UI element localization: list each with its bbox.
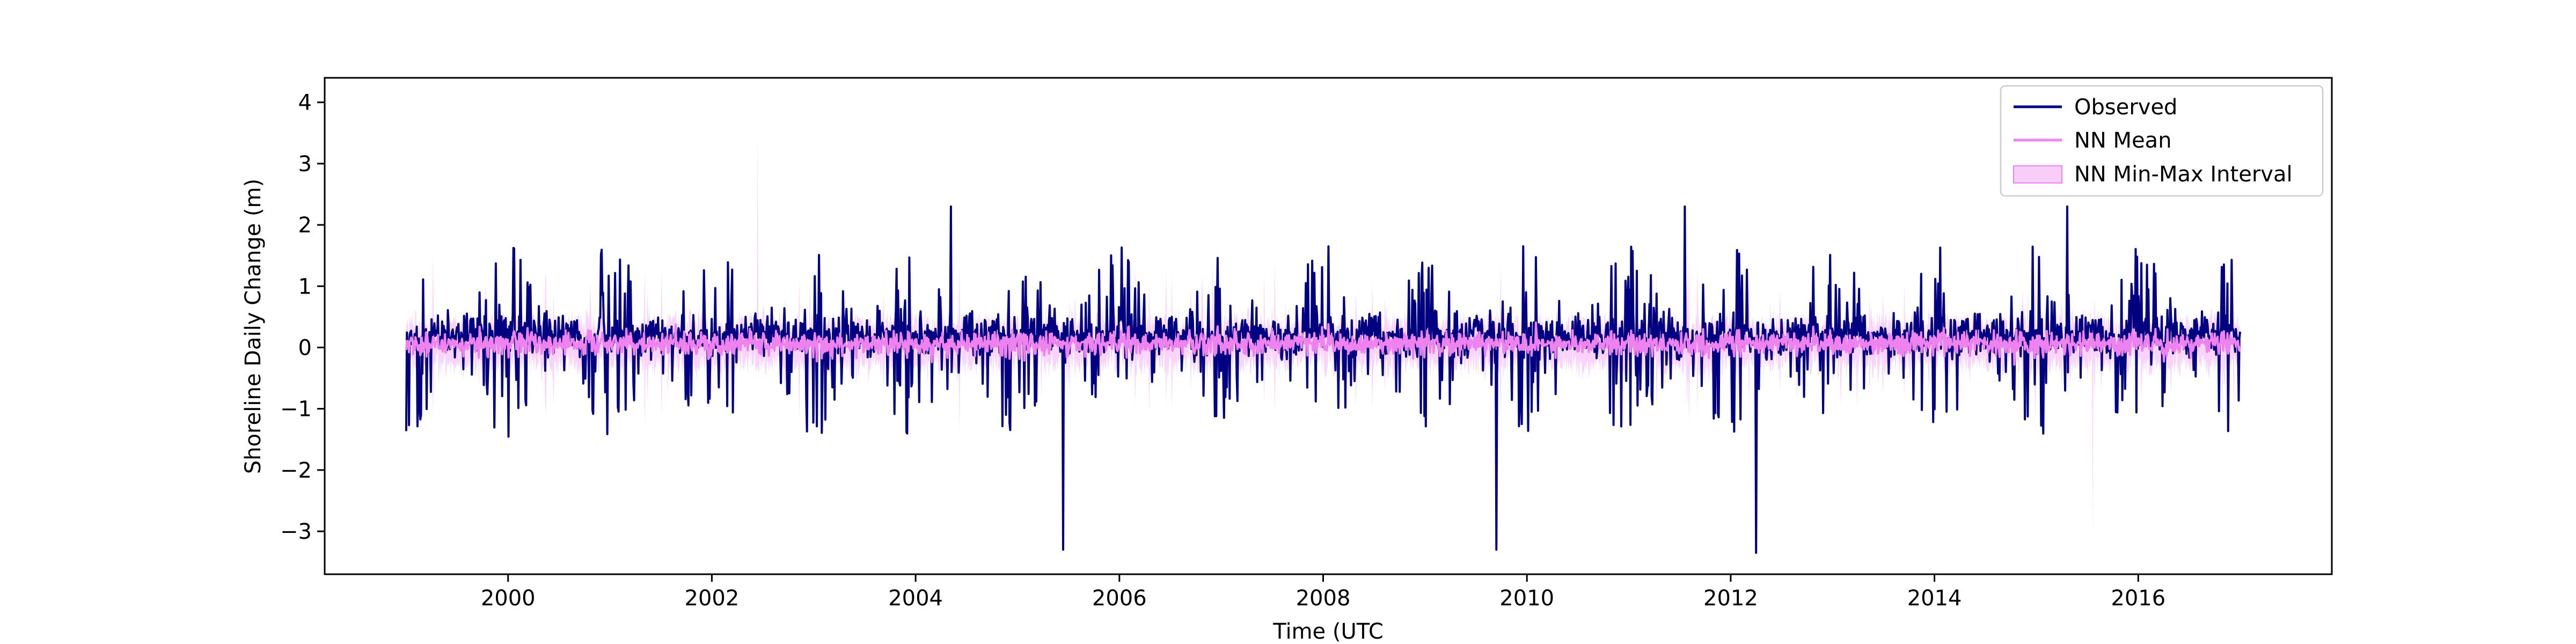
x-tick-label: 2010 [1499, 586, 1554, 611]
x-tick-label: 2000 [481, 586, 536, 611]
x-axis: 2000 2002 2004 2006 2008 2010 2012 2014 2016 [481, 574, 2165, 611]
x-tick-label: 2008 [1296, 586, 1351, 611]
y-tick-label: 1 [298, 274, 312, 299]
y-axis: −3 −2 −1 0 1 2 3 4 [280, 91, 325, 544]
legend-nn-interval-label: NN Min-Max Interval [2074, 162, 2293, 187]
x-tick-label: 2016 [2111, 586, 2165, 611]
x-tick-label: 2014 [1907, 586, 1962, 611]
x-tick-label: 2006 [1092, 586, 1147, 611]
nn-mean-series-line [405, 321, 2242, 366]
y-tick-label: 2 [298, 213, 312, 238]
y-tick-label: −3 [280, 519, 312, 544]
legend: Observed NN Mean NN Min-Max Interval [2000, 85, 2324, 197]
x-tick-label: 2004 [888, 586, 943, 611]
x-axis-label: Time (UTC [1272, 619, 1384, 644]
legend-nn-interval-swatch [2013, 165, 2062, 184]
y-tick-label: 3 [298, 152, 312, 177]
x-tick-label: 2002 [685, 586, 740, 611]
legend-frame [2000, 85, 2324, 197]
y-axis-label: Shoreline Daily Change (m) [241, 179, 266, 474]
nn-mean-line-layer [405, 321, 2242, 366]
legend-nn-mean-label: NN Mean [2074, 128, 2172, 153]
y-tick-label: 0 [298, 335, 312, 360]
legend-observed-label: Observed [2074, 95, 2177, 120]
plot-area-frame [324, 77, 2333, 575]
y-tick-label: 4 [298, 91, 312, 115]
y-tick-label: −2 [280, 458, 312, 483]
x-tick-label: 2012 [1703, 586, 1758, 611]
y-tick-label: −1 [280, 397, 312, 422]
